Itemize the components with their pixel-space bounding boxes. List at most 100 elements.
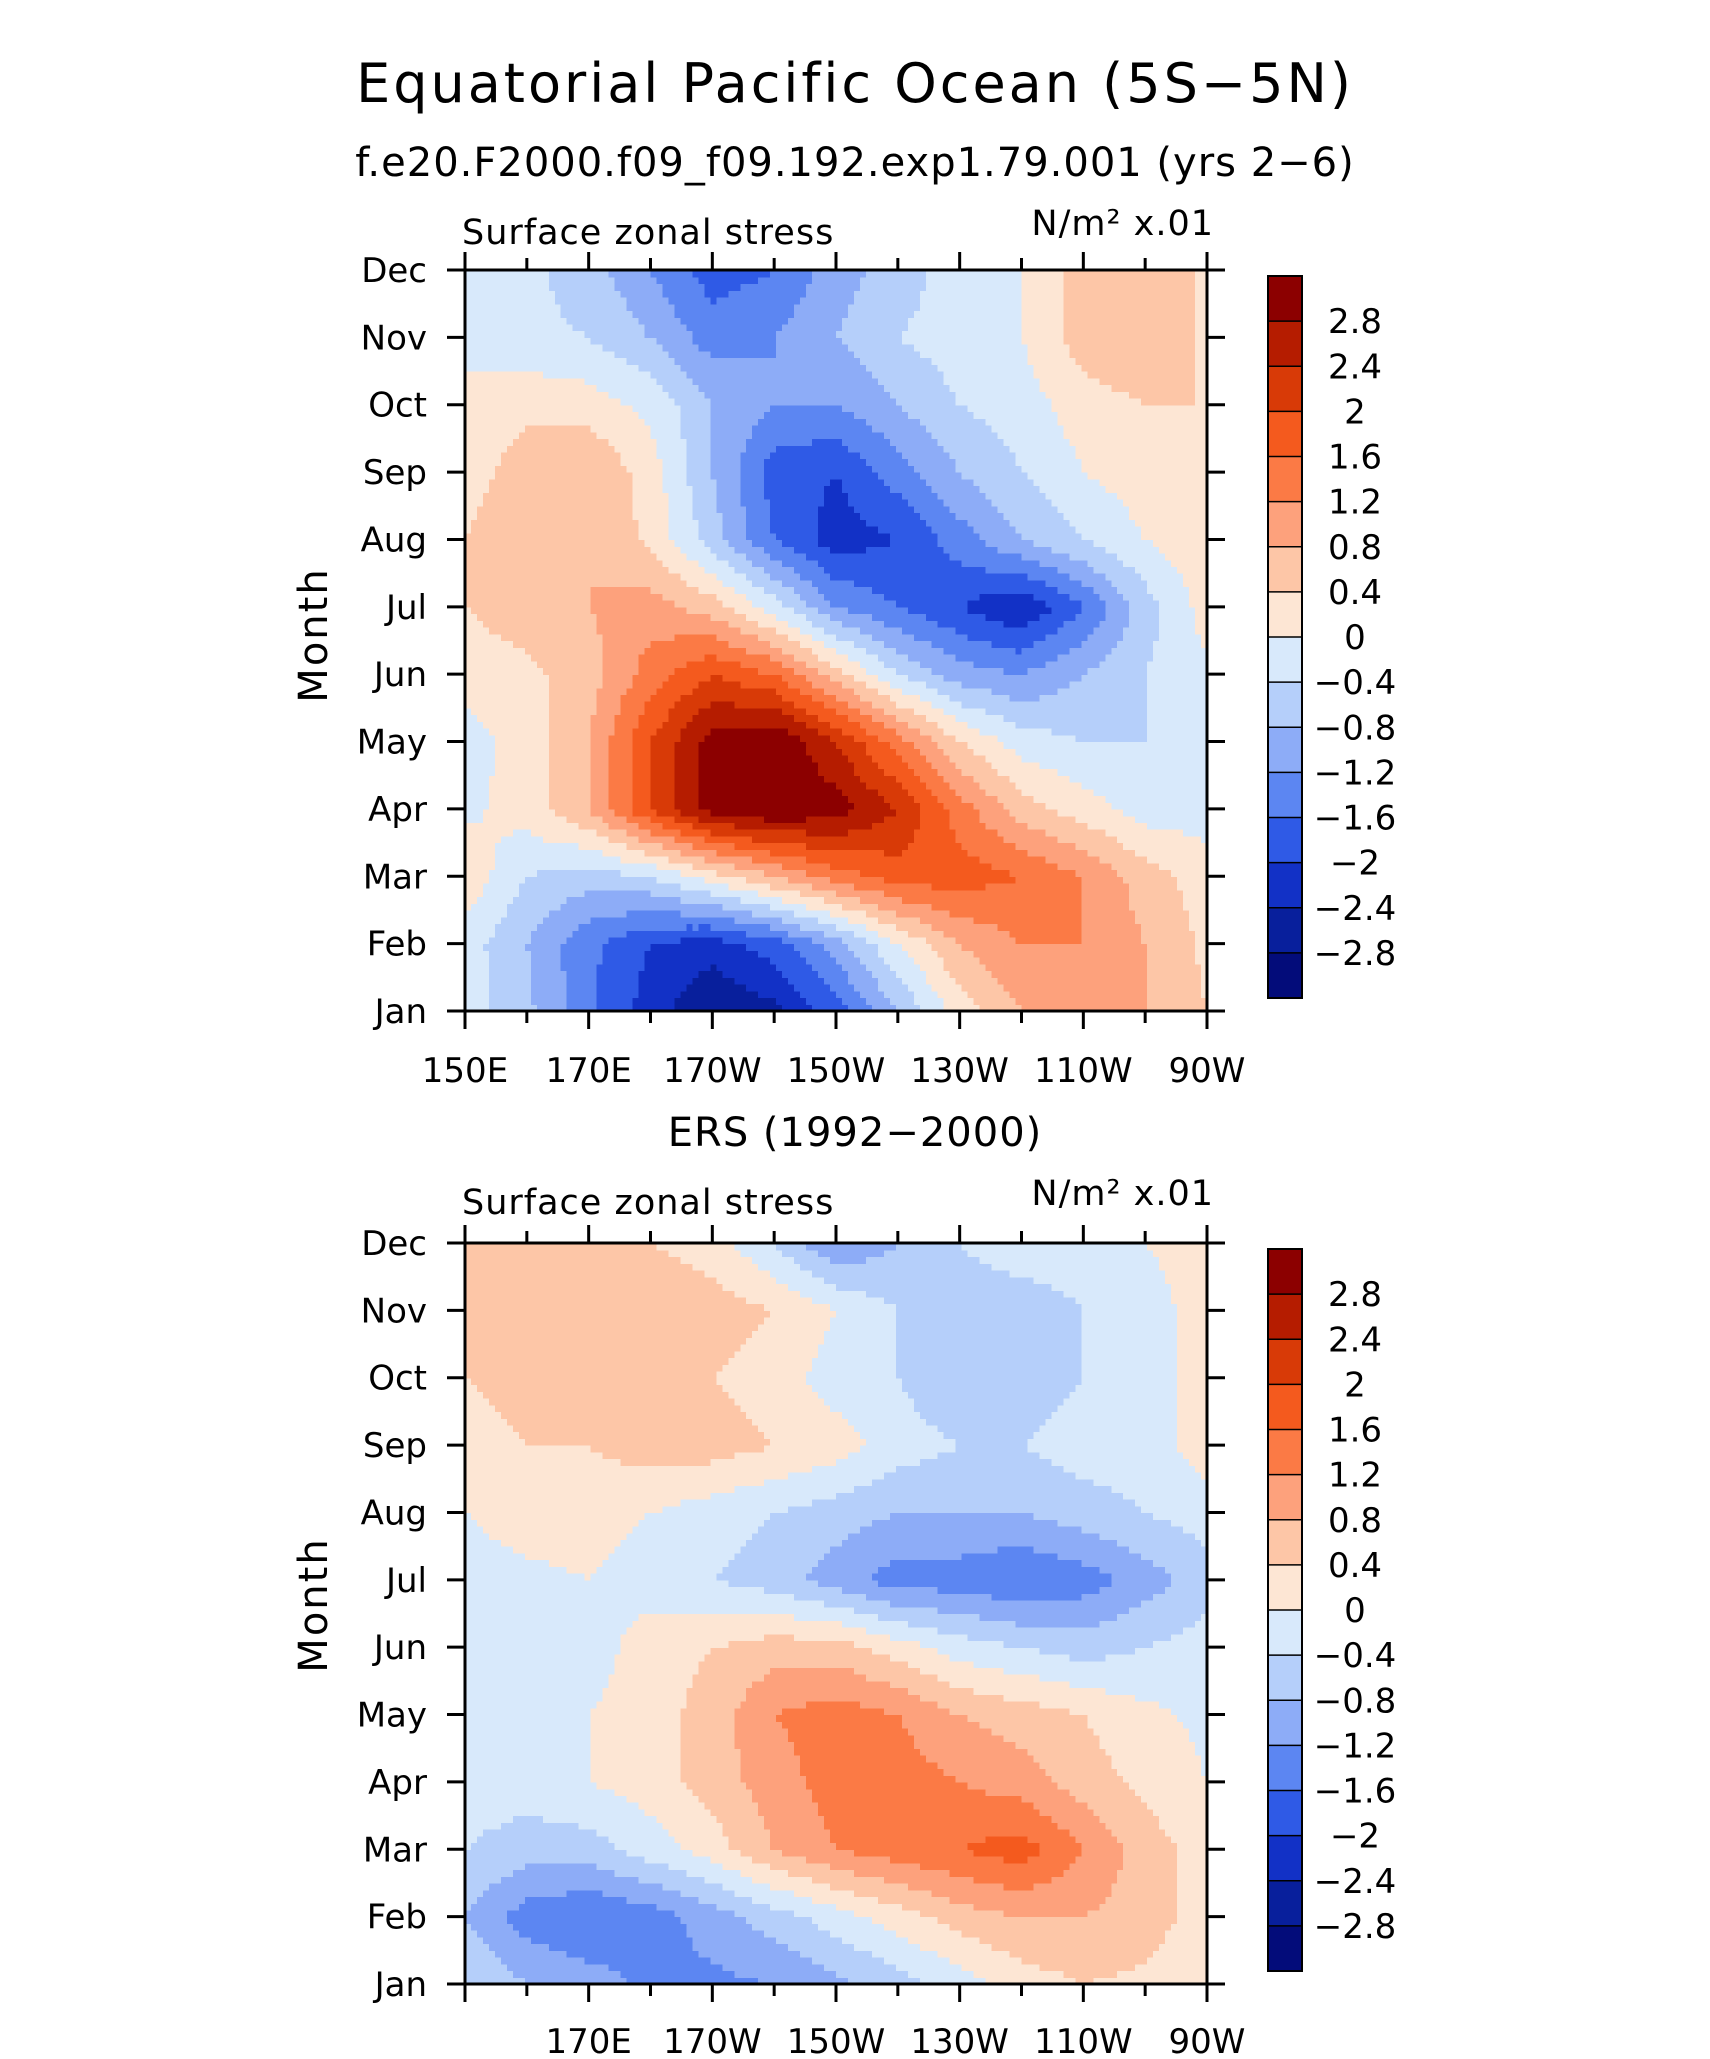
heatmap-cell	[932, 950, 939, 957]
heatmap-cell	[656, 883, 663, 890]
heatmap-cell	[956, 937, 963, 944]
heatmap-cell	[471, 896, 478, 903]
heatmap-cell	[968, 903, 975, 910]
heatmap-cell	[866, 890, 873, 897]
heatmap-cell	[848, 971, 855, 978]
heatmap-cell	[1022, 816, 1029, 823]
heatmap-cell	[543, 944, 550, 951]
heatmap-cell	[1022, 836, 1029, 843]
heatmap-cell	[734, 795, 741, 802]
heatmap-cell	[1057, 890, 1064, 897]
heatmap-cell	[543, 883, 550, 890]
heatmap-cell	[704, 883, 711, 890]
heatmap-cell	[543, 930, 550, 937]
heatmap-cell	[501, 782, 508, 789]
heatmap-cell	[668, 836, 675, 843]
heatmap-cell	[950, 998, 957, 1005]
heatmap-cell	[932, 944, 939, 951]
heatmap-cell	[1081, 836, 1088, 843]
heatmap-cell	[1147, 829, 1154, 836]
heatmap-cell	[627, 917, 634, 924]
heatmap-cell	[1004, 829, 1011, 836]
heatmap-cell	[926, 957, 933, 964]
heatmap-cell	[680, 896, 687, 903]
heatmap-cell	[710, 822, 717, 829]
heatmap-cell	[1063, 856, 1070, 863]
heatmap-cell	[651, 816, 658, 823]
heatmap-cell	[615, 991, 622, 998]
heatmap-cell	[824, 998, 831, 1005]
heatmap-cell	[639, 964, 646, 971]
heatmap-cell	[1129, 896, 1136, 903]
heatmap-cell	[728, 836, 735, 843]
heatmap-cell	[639, 923, 646, 930]
heatmap-cell	[591, 984, 598, 991]
heatmap-cell	[1141, 829, 1148, 836]
heatmap-cell	[848, 984, 855, 991]
heatmap-cell	[471, 876, 478, 883]
heatmap-cell	[932, 984, 939, 991]
heatmap-cell	[543, 896, 550, 903]
heatmap-cell	[567, 930, 574, 937]
heatmap-cell	[1069, 984, 1076, 991]
heatmap-cell	[728, 998, 735, 1005]
heatmap-cell	[974, 917, 981, 924]
heatmap-cell	[1111, 836, 1118, 843]
heatmap-cell	[716, 802, 723, 809]
heatmap-cell	[525, 789, 532, 796]
heatmap-cell	[800, 896, 807, 903]
heatmap-cell	[698, 937, 705, 944]
heatmap-cell	[962, 977, 969, 984]
heatmap-cell	[1129, 789, 1136, 796]
heatmap-cell	[615, 863, 622, 870]
heatmap-cell	[932, 870, 939, 877]
heatmap-cell	[824, 809, 831, 816]
heatmap-cell	[1195, 863, 1202, 870]
heatmap-cell	[627, 876, 634, 883]
heatmap-cell	[1010, 998, 1017, 1005]
heatmap-cell	[471, 964, 478, 971]
heatmap-cell	[1117, 977, 1124, 984]
heatmap-cell	[525, 998, 532, 1005]
heatmap-cell	[651, 802, 658, 809]
heatmap-cell	[543, 977, 550, 984]
heatmap-cell	[836, 917, 843, 924]
heatmap-cell	[573, 829, 580, 836]
heatmap-cell	[555, 998, 562, 1005]
heatmap-cell	[806, 957, 813, 964]
heatmap-cell	[525, 843, 532, 850]
heatmap-cell	[483, 890, 490, 897]
heatmap-cell	[716, 883, 723, 890]
heatmap-cell	[986, 950, 993, 957]
heatmap-cell	[704, 876, 711, 883]
heatmap-cell	[651, 795, 658, 802]
heatmap-cell	[992, 863, 999, 870]
heatmap-cell	[896, 802, 903, 809]
heatmap-cell	[1105, 950, 1112, 957]
heatmap-cell	[561, 977, 568, 984]
heatmap-cell	[507, 917, 514, 924]
heatmap-cell	[668, 816, 675, 823]
heatmap-cell	[884, 856, 891, 863]
heatmap-cell	[710, 863, 717, 870]
heatmap-cell	[651, 957, 658, 964]
heatmap-cell	[495, 870, 502, 877]
heatmap-cell	[890, 971, 897, 978]
heatmap-cell	[1123, 957, 1130, 964]
heatmap-cell	[878, 809, 885, 816]
heatmap-cell	[1081, 910, 1088, 917]
heatmap-cell	[531, 910, 538, 917]
heatmap-cell	[1093, 849, 1100, 856]
heatmap-cell	[866, 836, 873, 843]
heatmap-cell	[932, 883, 939, 890]
heatmap-cell	[764, 903, 771, 910]
heatmap-cell	[794, 991, 801, 998]
heatmap-cell	[483, 883, 490, 890]
heatmap-cell	[752, 964, 759, 971]
heatmap-cell	[938, 809, 945, 816]
heatmap-cell	[734, 822, 741, 829]
heatmap-cell	[980, 903, 987, 910]
heatmap-cell	[722, 984, 729, 991]
heatmap-cell	[483, 971, 490, 978]
heatmap-cell	[896, 950, 903, 957]
